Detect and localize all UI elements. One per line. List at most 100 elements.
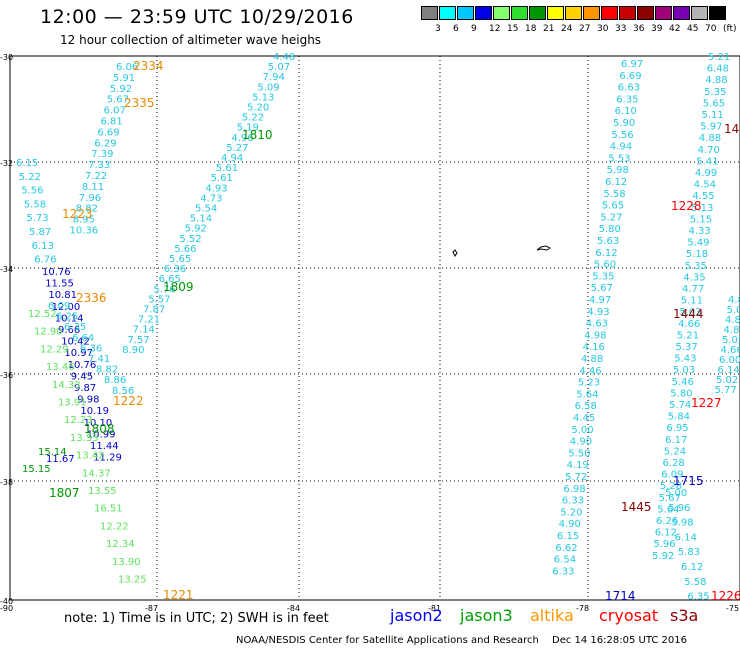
swh-value: 4.87 <box>725 315 740 326</box>
legend-swatch <box>547 6 564 20</box>
legend-label: 9 <box>471 24 477 34</box>
satellite-name: altika <box>530 606 574 625</box>
legend-label: 18 <box>525 24 537 34</box>
swh-value: 5.13 <box>691 203 713 214</box>
lat-label: -40 <box>0 597 13 606</box>
swh-value: 10.76 <box>42 267 71 278</box>
swh-value: 5.35 <box>704 87 726 98</box>
legend-label: 36 <box>633 24 645 34</box>
swh-value: 5.63 <box>597 236 619 247</box>
swh-value: 8.95 <box>73 215 95 226</box>
pass-time-label: 1223 <box>62 207 93 221</box>
swh-value: 5.64 <box>657 504 679 515</box>
legend-swatch <box>637 6 654 20</box>
swh-value: 4.63 <box>586 319 608 330</box>
swh-value: 8.82 <box>76 204 98 215</box>
satellite-name: s3a <box>670 606 699 625</box>
swh-value: 5.57 <box>148 294 170 305</box>
swh-value: 4.93 <box>587 307 609 318</box>
swh-value: 6.00 <box>719 355 740 366</box>
swh-value: 13.46 <box>46 362 75 373</box>
swh-value: 5.65 <box>602 201 624 212</box>
swh-value: 6.58 <box>575 401 597 412</box>
swh-value: 4.88 <box>699 133 721 144</box>
legend-label: 45 <box>687 24 699 34</box>
axis-labels: -30 -32 -34 -36 -38 -40-90 -87 -84 -81 -78 -75 <box>0 53 739 613</box>
swh-value: 5.27 <box>600 212 622 223</box>
swh-value: 5.53 <box>608 153 630 164</box>
legend-swatch <box>583 6 600 20</box>
legend-swatch <box>475 6 492 20</box>
pass-time-label: 1445 <box>621 500 652 514</box>
legend-swatch <box>421 6 438 20</box>
swh-value: 5.03 <box>679 307 701 318</box>
swh-value: 5.35 <box>685 261 707 272</box>
swh-value: 7.96 <box>79 193 101 204</box>
swh-value: 5.67 <box>659 493 681 504</box>
swh-value: 10.14 <box>55 313 84 324</box>
legend-swatch <box>457 6 474 20</box>
swh-value: 4.55 <box>692 191 714 202</box>
swh-value: 6.35 <box>687 592 709 603</box>
swh-value: 5.00 <box>571 425 593 436</box>
lat-label: -34 <box>0 265 13 274</box>
legend-label: 39 <box>651 24 663 34</box>
swh-value: 6.69 <box>619 71 641 82</box>
swh-value: 8.86 <box>104 375 126 386</box>
swh-value: 13.25 <box>118 575 147 586</box>
swh-value: 14.33 <box>52 380 81 391</box>
swh-value: 12.23 <box>64 415 93 426</box>
credit-line: NOAA/NESDIS Center for Satellite Applica… <box>236 635 539 646</box>
swh-value: 6.07 <box>104 106 126 117</box>
swh-value: 5.49 <box>687 238 709 249</box>
swh-value: 6.29 <box>94 138 116 149</box>
legend-label: 3 <box>435 24 441 34</box>
swh-value: 6.12 <box>605 177 627 188</box>
swh-value: 6.81 <box>101 117 123 128</box>
swh-value: 5.98 <box>607 165 629 176</box>
pass-time-label: 2335 <box>124 96 155 110</box>
pass-time-label: 1226 <box>711 589 740 603</box>
swh-value: 6.36 <box>164 264 186 275</box>
swh-value: 4.45 <box>573 413 595 424</box>
pass-time-label: 1222 <box>113 394 144 408</box>
legend-swatch <box>619 6 636 20</box>
pass-time-label: 1714 <box>605 589 636 603</box>
swh-value: 4.80 <box>724 325 740 336</box>
swh-value: 10.97 <box>64 348 93 359</box>
swh-value: 15.14 <box>38 447 67 458</box>
swh-value: 5.19 <box>237 123 259 134</box>
legend-swatch <box>493 6 510 20</box>
lon-label: -84 <box>287 604 300 613</box>
lon-label: -81 <box>428 604 441 613</box>
swh-value: 5.92 <box>652 551 674 562</box>
legend-label: 33 <box>615 24 627 34</box>
swh-value: 5.21 <box>677 330 699 341</box>
swh-value: 5.13 <box>252 92 274 103</box>
swh-value: 5.67 <box>591 283 613 294</box>
swh-value: 4.70 <box>698 145 720 156</box>
swh-value: 9.87 <box>74 383 96 394</box>
swh-value: 5.03 <box>673 365 695 376</box>
map-title: 12:00 — 23:59 UTC 10/29/2016 <box>40 6 354 28</box>
swh-value: 5.35 <box>592 271 614 282</box>
legend-label: 6 <box>453 24 459 34</box>
swh-value: 5.37 <box>676 342 698 353</box>
swh-value: 5.14 <box>190 214 212 225</box>
swh-value: 5.61 <box>216 163 238 174</box>
swh-value: 10.36 <box>70 226 99 237</box>
swh-value: 5.58 <box>603 189 625 200</box>
pass-time-label: 1809 <box>163 280 194 294</box>
swh-value: 6.97 <box>621 59 643 70</box>
swh-value: 10.42 <box>61 337 90 348</box>
swh-value: 8.82 <box>96 365 118 376</box>
swh-value: 13.91 <box>58 398 87 409</box>
swh-value: 6.15 <box>557 531 579 542</box>
swh-value: 5.58 <box>24 199 46 210</box>
swh-value: 7.14 <box>133 325 155 336</box>
swh-value: 5.27 <box>226 143 248 154</box>
swh-value: 10.19 <box>80 406 109 417</box>
swh-value: 12.90 <box>34 327 63 338</box>
lat-label: -30 <box>0 53 13 62</box>
